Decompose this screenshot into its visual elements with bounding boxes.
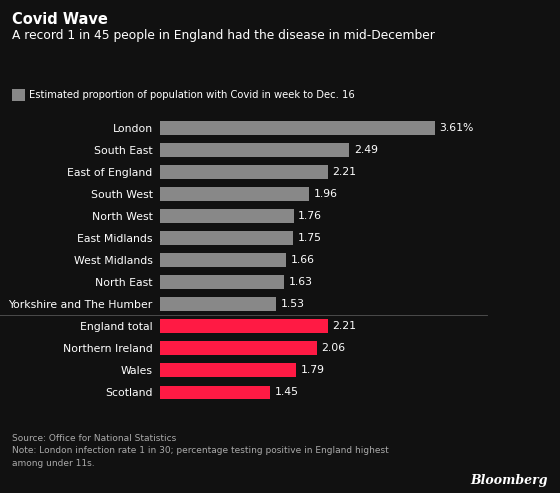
Text: 2.21: 2.21 (333, 167, 357, 177)
Text: 1.76: 1.76 (298, 211, 322, 221)
Text: 3.61%: 3.61% (439, 123, 474, 133)
Text: 2.49: 2.49 (354, 145, 378, 155)
Text: 1.66: 1.66 (291, 255, 315, 265)
Bar (160, 209, 293, 223)
Bar (160, 165, 328, 178)
Bar (160, 297, 276, 311)
Text: A record 1 in 45 people in England had the disease in mid-December: A record 1 in 45 people in England had t… (12, 29, 435, 41)
Bar (160, 187, 309, 201)
Bar (160, 143, 349, 157)
Text: 2.21: 2.21 (333, 321, 357, 331)
Text: Source: Office for National Statistics
Note: London infection rate 1 in 30; perc: Source: Office for National Statistics N… (12, 434, 389, 468)
Bar (160, 275, 284, 289)
Text: 2.06: 2.06 (321, 343, 345, 353)
Text: 1.75: 1.75 (297, 233, 321, 243)
Bar (160, 253, 286, 267)
Bar (160, 363, 296, 377)
Text: Estimated proportion of population with Covid in week to Dec. 16: Estimated proportion of population with … (29, 90, 355, 100)
Bar (160, 342, 316, 355)
Text: Bloomberg: Bloomberg (470, 474, 548, 487)
Text: 1.45: 1.45 (274, 387, 298, 397)
Bar (160, 319, 328, 333)
Bar (160, 231, 293, 245)
Text: 1.63: 1.63 (288, 277, 312, 287)
Bar (160, 121, 435, 135)
Bar (160, 386, 270, 399)
Text: Covid Wave: Covid Wave (12, 12, 108, 27)
Text: 1.96: 1.96 (314, 189, 338, 199)
Text: 1.53: 1.53 (281, 299, 305, 309)
Text: 1.79: 1.79 (301, 365, 325, 375)
